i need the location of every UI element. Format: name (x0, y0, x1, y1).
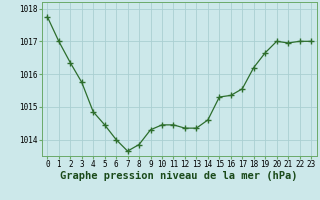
X-axis label: Graphe pression niveau de la mer (hPa): Graphe pression niveau de la mer (hPa) (60, 171, 298, 181)
